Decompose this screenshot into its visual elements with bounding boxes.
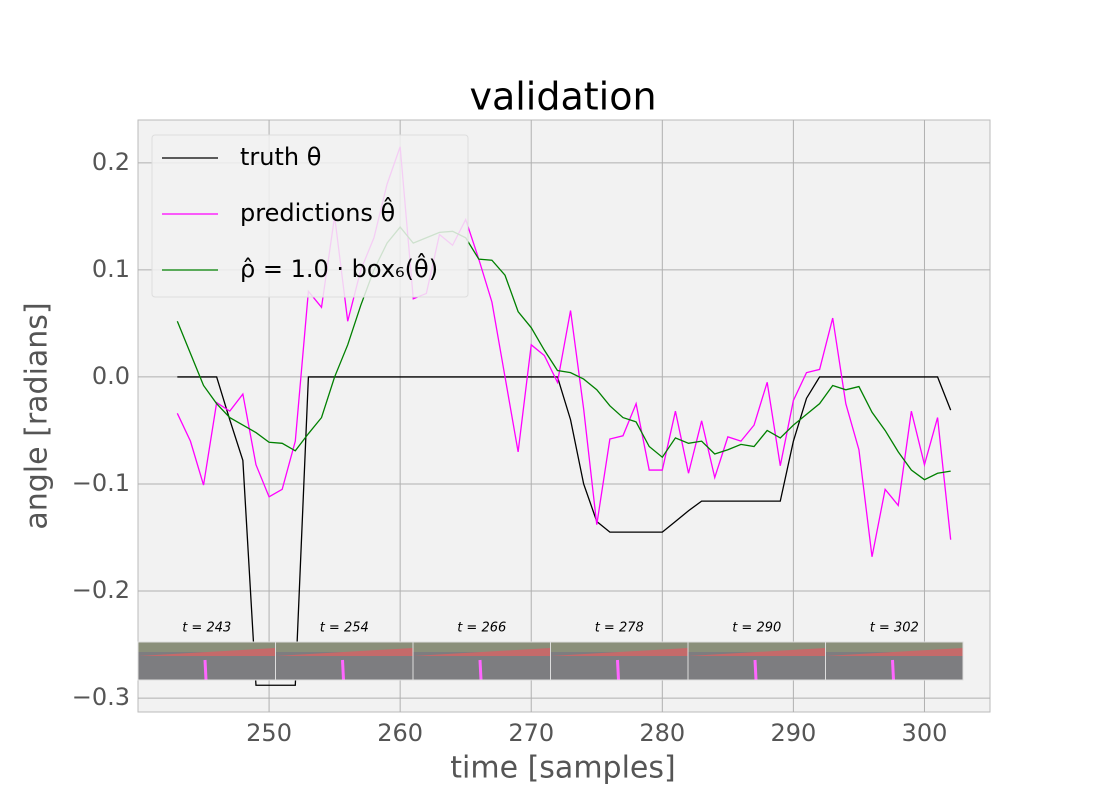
thumbnail-curb <box>413 648 551 656</box>
thumbnail-frame <box>825 641 964 681</box>
y-tick-label: 0.0 <box>92 362 130 390</box>
series-line <box>176 146 952 557</box>
thumbnail-label: t = 254 <box>320 621 369 636</box>
thumbnail-label: t = 290 <box>732 621 781 636</box>
thumbnail-curb <box>138 648 276 656</box>
thumbnail-indicator <box>753 659 758 681</box>
x-tick-label: 270 <box>508 719 554 747</box>
thumbnails: t = 243 t = 254 t = 266 t = 278 t = 290 t = 3… <box>137 621 964 681</box>
legend-label: predictions θ̂ <box>240 197 395 227</box>
thumbnail-indicator <box>478 659 483 681</box>
series-line <box>176 226 951 481</box>
thumbnail-curb <box>275 648 413 656</box>
x-tick-label: 280 <box>639 719 685 747</box>
x-tick-label: 290 <box>770 719 816 747</box>
x-tick-label: 260 <box>377 719 423 747</box>
chart-title: validation <box>469 75 656 119</box>
legend: truth θ predictions θ̂ ρ̂ = 1.0 · box₆(θ̂) <box>151 134 469 298</box>
x-tick-label: 300 <box>902 719 948 747</box>
y-tick-label: −0.2 <box>72 576 130 604</box>
thumbnail-indicator <box>891 659 895 681</box>
legend-label: truth θ <box>240 143 321 171</box>
x-axis-label: time [samples] <box>450 751 675 786</box>
y-tick-label: 0.2 <box>92 148 130 176</box>
thumbnail-indicator <box>203 659 208 681</box>
thumbnail-label: t = 278 <box>595 621 644 636</box>
y-axis-label: angle [radians] <box>20 302 55 529</box>
y-tick-label: −0.1 <box>72 469 130 497</box>
thumbnail-indicator <box>616 659 620 681</box>
thumbnail-curb <box>550 648 688 656</box>
y-tick-label: −0.3 <box>72 683 130 711</box>
legend-label: ρ̂ = 1.0 · box₆(θ̂) <box>240 253 438 283</box>
x-tick-label: 250 <box>246 719 292 747</box>
thumbnail-curb <box>825 648 963 656</box>
legend-box <box>151 134 469 298</box>
lines <box>176 146 952 686</box>
thumbnail-label: t = 302 <box>870 621 919 636</box>
thumbnail-indicator <box>341 659 345 681</box>
y-tick-label: 0.1 <box>92 255 130 283</box>
thumbnail-label: t = 243 <box>182 621 231 636</box>
series-line <box>177 376 952 686</box>
thumbnail-curb <box>688 648 826 656</box>
thumbnail-label: t = 266 <box>457 621 506 636</box>
